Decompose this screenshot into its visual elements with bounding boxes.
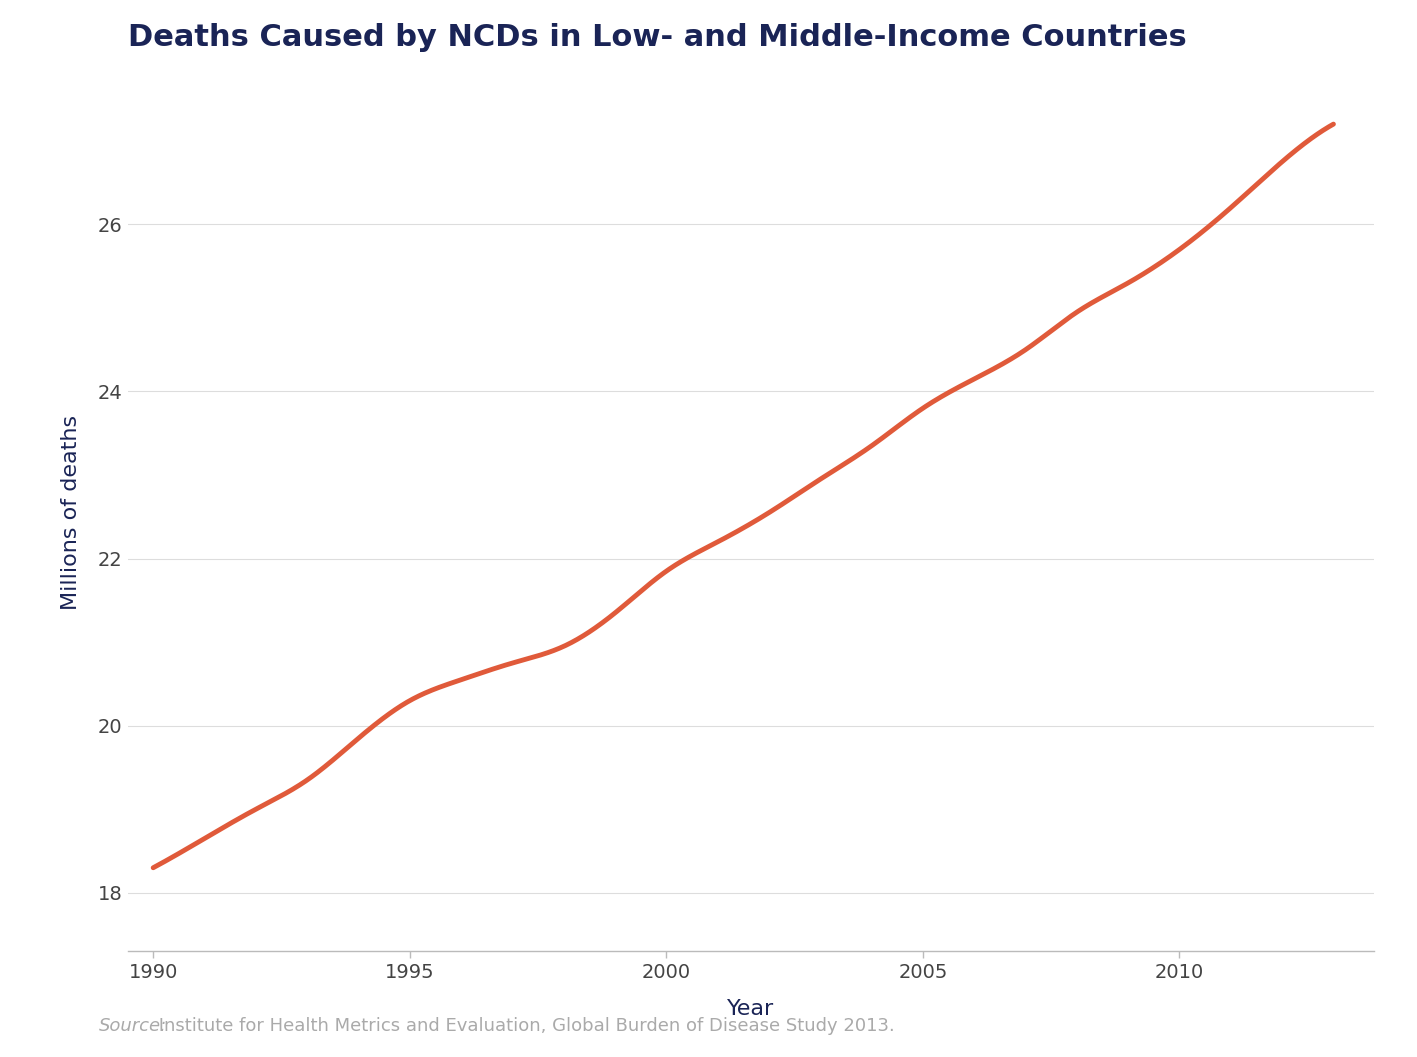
Text: Deaths Caused by NCDs in Low- and Middle-Income Countries: Deaths Caused by NCDs in Low- and Middle… xyxy=(128,23,1186,52)
Text: Institute for Health Metrics and Evaluation, Global Burden of Disease Study 2013: Institute for Health Metrics and Evaluat… xyxy=(153,1017,894,1035)
Y-axis label: Millions of deaths: Millions of deaths xyxy=(61,415,81,610)
Text: Source:: Source: xyxy=(99,1017,167,1035)
X-axis label: Year: Year xyxy=(727,999,775,1019)
